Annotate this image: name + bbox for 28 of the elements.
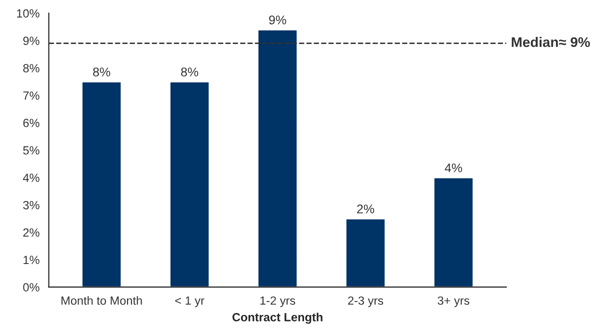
bar	[257, 28, 298, 288]
bar	[169, 80, 210, 288]
data-label: 8%	[93, 68, 110, 76]
y-tick-label: 4%	[22, 174, 40, 182]
data-label: 8%	[181, 68, 198, 76]
x-tick-label: Month to Month	[62, 296, 142, 305]
y-tick-label: 10%	[17, 9, 40, 18]
y-tick-label: 2%	[23, 228, 40, 237]
x-tick-label: 1-2 yrs	[260, 296, 296, 308]
y-tick-label: 6%	[23, 118, 40, 128]
x-tick-label: 3+ yrs	[438, 296, 470, 308]
x-tick-label: < 1 yr	[175, 296, 204, 308]
y-tick-label: 1%	[24, 256, 40, 264]
x-tick-label: 2-3 yrs	[348, 296, 384, 308]
bar	[433, 176, 474, 288]
y-tick-label: 9%	[23, 36, 40, 45]
bar	[81, 80, 122, 288]
ref-line-label: Median≈ 9%	[512, 36, 590, 48]
y-tick-label: 3%	[23, 200, 40, 210]
data-label: 9%	[269, 16, 286, 24]
data-label: 4%	[444, 163, 462, 172]
data-label: 2%	[357, 204, 374, 214]
y-tick-label: 8%	[23, 64, 40, 72]
bar	[345, 218, 386, 288]
y-tick-label: 0%	[23, 283, 40, 292]
y-tick-label: 7%	[23, 91, 40, 100]
y-tick-label: 5%	[23, 146, 40, 155]
x-axis-title: Contract Length	[232, 312, 322, 324]
